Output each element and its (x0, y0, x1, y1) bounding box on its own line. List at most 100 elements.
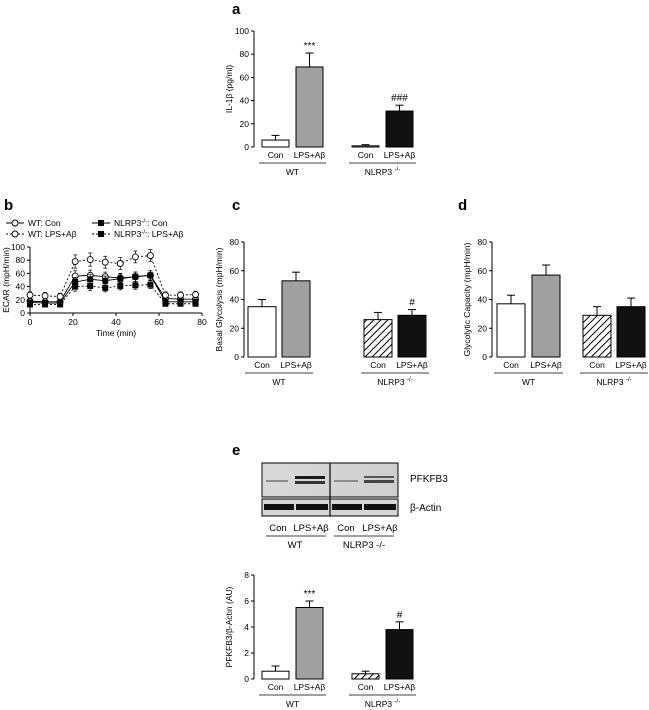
significance-label: *** (304, 41, 316, 52)
y-tick-label: 0 (234, 352, 239, 362)
y-tick-label: 40 (230, 295, 240, 305)
y-tick-label: 60 (230, 266, 240, 276)
x-tick-label: 60 (154, 317, 164, 327)
data-point (177, 300, 184, 307)
blot-lane-label: LPS+Aβ (362, 523, 398, 534)
blot-lane-label: Con (269, 523, 286, 534)
significance-label: # (409, 298, 415, 309)
data-point (116, 260, 124, 267)
bar (582, 314, 612, 358)
band-pfkfb3-wt-lps-upper (295, 476, 325, 479)
y-axis-label: Basal Glycolysis (mpH/min) (214, 247, 224, 351)
y-axis-label: IL-1β (pg/ml) (224, 65, 234, 114)
data-point (146, 252, 154, 260)
panel-label-c: c (232, 197, 240, 214)
data-point (72, 283, 79, 290)
y-tick-label: 80 (478, 237, 488, 247)
bar (616, 306, 646, 358)
bar (351, 145, 380, 148)
data-point (117, 275, 124, 282)
bar (531, 274, 561, 358)
y-tick-label: 20 (240, 119, 250, 129)
data-point (147, 281, 154, 288)
data-point (56, 293, 64, 300)
y-tick-label: 100 (235, 26, 249, 36)
group-label: WT (272, 377, 285, 387)
bar (496, 303, 526, 358)
blot-label-actin: β-Actin (410, 503, 441, 514)
legend-label: NLRP3-/-: LPS+Aβ (114, 229, 184, 239)
panel-label-b: b (4, 197, 13, 214)
x-axis-label: Time (min) (96, 328, 136, 338)
bar-label: LPS+Aβ (280, 360, 312, 370)
y-tick-label: 100 (11, 242, 25, 252)
bar-label: LPS+Aβ (294, 682, 326, 692)
y-tick-label: 80 (16, 255, 26, 265)
data-point (161, 291, 169, 299)
x-tick-label: 40 (111, 317, 121, 327)
data-point (102, 277, 109, 284)
data-point (192, 300, 199, 307)
y-tick-label: 60 (16, 268, 26, 278)
data-point (86, 256, 94, 263)
bar (281, 280, 311, 358)
band-actin-3 (332, 504, 362, 510)
band-pfkfb3-nlrp3-con (334, 480, 358, 482)
data-point (57, 301, 64, 308)
group-label: WT (286, 167, 299, 177)
y-tick-label: 40 (240, 96, 250, 106)
x-tick-label: 0 (28, 317, 33, 327)
data-point (102, 284, 109, 291)
y-tick-label: 4 (244, 622, 249, 632)
bar-label: LPS+Aβ (530, 360, 562, 370)
band-actin-4 (364, 504, 396, 510)
y-tick-label: 40 (16, 282, 26, 292)
data-point (42, 301, 49, 308)
data-point (71, 258, 79, 265)
series-line (29, 255, 196, 297)
bar (351, 673, 380, 680)
significance-label: # (397, 610, 403, 621)
panel-label-d: d (458, 197, 467, 214)
bar-label: LPS+Aβ (384, 682, 416, 692)
band-actin-1 (264, 504, 294, 510)
blot-lane-label: LPS+Aβ (293, 523, 329, 534)
bar-label: Con (589, 360, 605, 370)
bar-label: Con (358, 150, 374, 160)
data-point (192, 291, 200, 298)
bar-label: Con (254, 360, 270, 370)
data-point (132, 273, 139, 280)
y-tick-label: 60 (478, 266, 488, 276)
y-tick-label: 0 (482, 352, 487, 362)
data-point (162, 300, 169, 307)
y-tick-label: 20 (16, 295, 26, 305)
chart-e-pfkfb3: 0 2 4 6 8 PFKFB3/β-Actin (AU) Con *** LPS+Aβ Con #… (224, 570, 416, 709)
bar-label: Con (358, 682, 374, 692)
band-pfkfb3-nlrp3-lps-upper (364, 476, 394, 478)
western-blot: PFKFB3 β-Actin Con LPS+Aβ Con LPS+Aβ WT … (261, 462, 448, 551)
data-point (87, 276, 94, 283)
band-pfkfb3-nlrp3-lps-lower (364, 480, 394, 483)
y-tick-label: 40 (478, 295, 488, 305)
panel-label-a: a (232, 1, 241, 18)
y-tick-label: 80 (230, 237, 240, 247)
group-label: WT (286, 699, 299, 709)
data-point (27, 301, 33, 308)
bar (247, 306, 277, 358)
group-label: NLRP3 -/- (365, 166, 401, 177)
data-point (132, 282, 139, 289)
legend-marker (98, 231, 104, 237)
y-axis-label: PFKFB3/β-Actin (AU) (224, 586, 234, 667)
legend-label: WT: Con (28, 218, 61, 228)
data-point (87, 282, 94, 289)
y-tick-label: 8 (244, 570, 249, 580)
y-tick-label: 20 (230, 323, 240, 333)
chart-b-ecar: 0 20 40 60 80 100 0 20 40 60 80 Time (min) ECAR (mpH… (1, 218, 207, 338)
legend-marker (98, 220, 104, 226)
data-point (41, 292, 49, 300)
x-tick-label: 20 (68, 317, 78, 327)
bar (261, 139, 290, 148)
band-pfkfb3-wt-con (266, 480, 288, 482)
